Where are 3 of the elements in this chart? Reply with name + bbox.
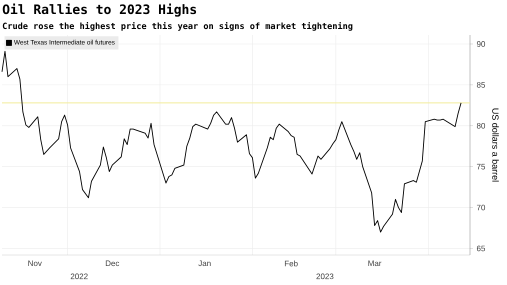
chart-title: Oil Rallies to 2023 Highs [2,3,196,17]
chart-subtitle: Crude rose the highest price this year on signs of market tightening [2,22,352,31]
y-axis-title: US dollars a barrel [492,108,499,182]
